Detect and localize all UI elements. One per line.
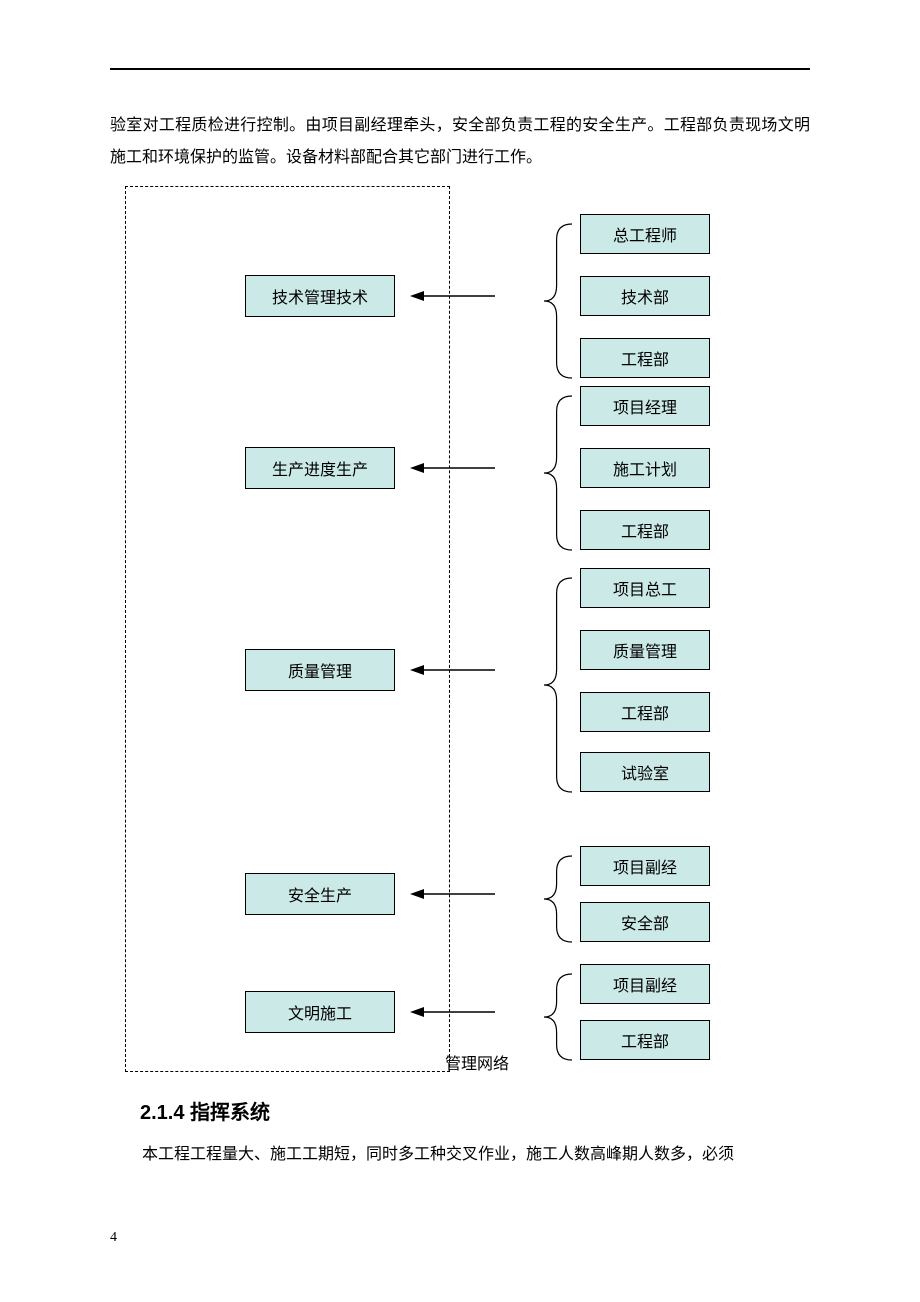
left-box-civilized: 文明施工 <box>245 991 395 1033</box>
right-box-civilized-1-label: 工程部 <box>621 1028 669 1052</box>
right-box-prod-0-label: 项目经理 <box>613 394 677 418</box>
left-box-tech: 技术管理技术 <box>245 275 395 317</box>
right-box-tech-1: 技术部 <box>580 276 710 316</box>
left-box-safety: 安全生产 <box>245 873 395 915</box>
right-box-quality-3: 试验室 <box>580 752 710 792</box>
right-box-tech-2-label: 工程部 <box>621 346 669 370</box>
section-heading: 2.1.4 指挥系统 <box>140 1096 810 1125</box>
page-content: 验室对工程质检进行控制。由项目副经理牵头，安全部负责工程的安全生产。工程部负责现… <box>110 68 810 1171</box>
right-box-quality-2-label: 工程部 <box>621 700 669 724</box>
post-paragraph: 本工程工程量大、施工工期短，同时多工种交叉作业，施工人数高峰期人数多，必须 <box>110 1139 810 1171</box>
page-number: 4 <box>110 1230 117 1246</box>
dashed-frame <box>125 186 450 1072</box>
right-box-civilized-0: 项目副经 <box>580 964 710 1004</box>
right-box-tech-0-label: 总工程师 <box>613 222 677 246</box>
right-box-civilized-1: 工程部 <box>580 1020 710 1060</box>
intro-paragraph: 验室对工程质检进行控制。由项目副经理牵头，安全部负责工程的安全生产。工程部负责现… <box>110 110 810 174</box>
right-box-tech-2: 工程部 <box>580 338 710 378</box>
right-box-quality-0: 项目总工 <box>580 568 710 608</box>
left-box-safety-label: 安全生产 <box>288 882 352 906</box>
right-box-quality-2: 工程部 <box>580 692 710 732</box>
left-box-quality: 质量管理 <box>245 649 395 691</box>
right-box-quality-0-label: 项目总工 <box>613 576 677 600</box>
right-box-tech-0: 总工程师 <box>580 214 710 254</box>
left-box-civilized-label: 文明施工 <box>288 1000 352 1024</box>
right-box-quality-1-label: 质量管理 <box>613 638 677 662</box>
left-box-tech-label: 技术管理技术 <box>272 284 368 308</box>
right-box-prod-1-label: 施工计划 <box>613 456 677 480</box>
right-box-safety-0: 项目副经 <box>580 846 710 886</box>
right-box-prod-2: 工程部 <box>580 510 710 550</box>
right-box-prod-0: 项目经理 <box>580 386 710 426</box>
right-box-safety-1: 安全部 <box>580 902 710 942</box>
right-box-tech-1-label: 技术部 <box>621 284 669 308</box>
left-box-quality-label: 质量管理 <box>288 658 352 682</box>
right-box-safety-0-label: 项目副经 <box>613 854 677 878</box>
right-box-safety-1-label: 安全部 <box>621 910 669 934</box>
left-box-prod: 生产进度生产 <box>245 447 395 489</box>
right-box-quality-1: 质量管理 <box>580 630 710 670</box>
right-box-prod-1: 施工计划 <box>580 448 710 488</box>
org-diagram: 技术管理技术总工程师技术部工程部生产进度生产项目经理施工计划工程部质量管理项目总… <box>110 184 810 1084</box>
right-box-prod-2-label: 工程部 <box>621 518 669 542</box>
right-box-quality-3-label: 试验室 <box>621 760 669 784</box>
diagram-caption: 管理网络 <box>445 1050 509 1074</box>
right-box-civilized-0-label: 项目副经 <box>613 972 677 996</box>
left-box-prod-label: 生产进度生产 <box>272 456 368 480</box>
top-rule <box>110 68 810 70</box>
